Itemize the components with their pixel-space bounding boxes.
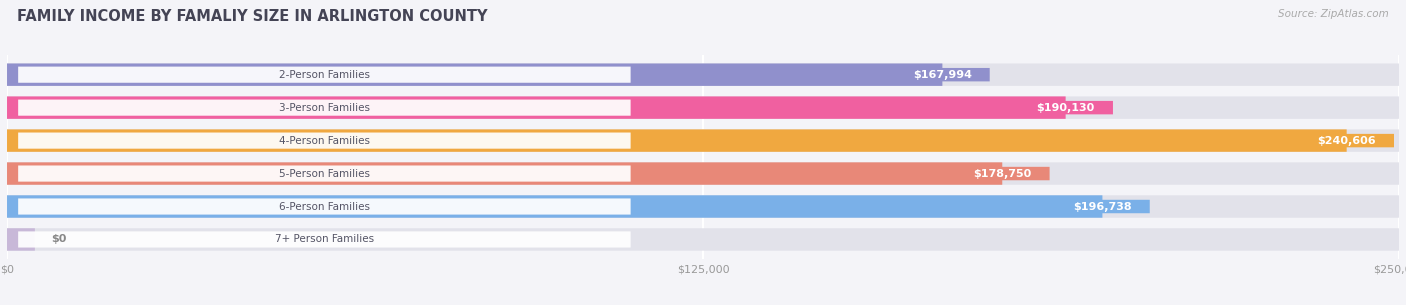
Text: $167,994: $167,994 (912, 70, 972, 80)
FancyBboxPatch shape (18, 66, 631, 83)
FancyBboxPatch shape (18, 199, 631, 215)
FancyBboxPatch shape (18, 231, 631, 248)
FancyBboxPatch shape (1299, 134, 1393, 147)
FancyBboxPatch shape (7, 228, 1399, 251)
FancyBboxPatch shape (7, 162, 1002, 185)
FancyBboxPatch shape (7, 96, 1399, 119)
FancyBboxPatch shape (7, 63, 942, 86)
Text: $190,130: $190,130 (1036, 103, 1095, 113)
FancyBboxPatch shape (7, 96, 1066, 119)
FancyBboxPatch shape (896, 68, 990, 81)
Text: $0: $0 (52, 235, 67, 245)
FancyBboxPatch shape (7, 129, 1399, 152)
Text: 7+ Person Families: 7+ Person Families (274, 235, 374, 245)
FancyBboxPatch shape (18, 99, 631, 116)
Text: 2-Person Families: 2-Person Families (278, 70, 370, 80)
FancyBboxPatch shape (7, 228, 35, 251)
Text: Source: ZipAtlas.com: Source: ZipAtlas.com (1278, 9, 1389, 19)
Text: $196,738: $196,738 (1073, 202, 1132, 211)
Text: 6-Person Families: 6-Person Families (278, 202, 370, 211)
FancyBboxPatch shape (7, 195, 1102, 218)
Text: $178,750: $178,750 (973, 169, 1032, 178)
FancyBboxPatch shape (7, 129, 1347, 152)
FancyBboxPatch shape (7, 195, 1399, 218)
FancyBboxPatch shape (7, 63, 1399, 86)
FancyBboxPatch shape (7, 162, 1399, 185)
FancyBboxPatch shape (1054, 200, 1150, 213)
Text: 5-Person Families: 5-Person Families (278, 169, 370, 178)
Text: $240,606: $240,606 (1317, 136, 1376, 145)
FancyBboxPatch shape (18, 133, 631, 149)
FancyBboxPatch shape (1018, 101, 1114, 114)
Text: FAMILY INCOME BY FAMALIY SIZE IN ARLINGTON COUNTY: FAMILY INCOME BY FAMALIY SIZE IN ARLINGT… (17, 9, 488, 24)
Text: 4-Person Families: 4-Person Families (278, 136, 370, 145)
FancyBboxPatch shape (18, 166, 631, 181)
FancyBboxPatch shape (955, 167, 1050, 180)
Text: 3-Person Families: 3-Person Families (278, 103, 370, 113)
